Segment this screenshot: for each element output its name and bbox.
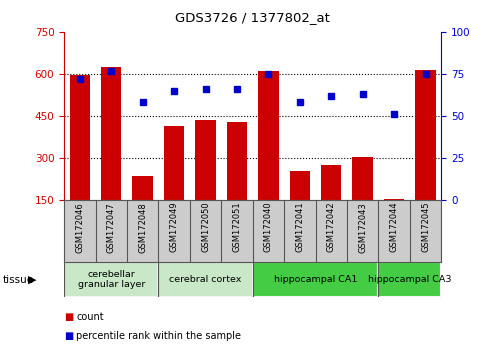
Text: cerebral cortex: cerebral cortex [169,275,242,284]
Text: GSM172051: GSM172051 [232,202,242,252]
Bar [70,75,90,242]
Bar [321,165,342,242]
Bar [101,67,121,242]
Text: GSM172045: GSM172045 [421,202,430,252]
Bar [415,70,436,242]
Text: percentile rank within the sample: percentile rank within the sample [76,331,242,341]
Text: hippocampal CA3: hippocampal CA3 [368,275,452,284]
Bar [133,176,153,242]
Bar [64,262,158,297]
Text: tissue: tissue [2,275,34,285]
Bar [158,262,252,297]
Bar [64,262,158,297]
Text: GSM172046: GSM172046 [75,202,84,253]
Bar [352,156,373,242]
Text: ■: ■ [65,312,73,322]
Bar [289,171,310,242]
Text: GSM172048: GSM172048 [138,202,147,253]
Text: GDS3726 / 1377802_at: GDS3726 / 1377802_at [175,11,330,24]
Bar [258,71,279,242]
Text: GSM172042: GSM172042 [327,202,336,252]
Bar [252,262,378,297]
Bar [227,121,247,242]
Text: GSM172044: GSM172044 [389,202,399,252]
Text: ■: ■ [65,331,73,341]
Text: ▶: ▶ [28,275,36,285]
Bar [384,199,404,242]
Bar [252,262,378,297]
Bar [378,262,441,297]
Bar [195,120,216,242]
Text: GSM172043: GSM172043 [358,202,367,253]
Text: GSM172040: GSM172040 [264,202,273,252]
Text: GSM172050: GSM172050 [201,202,210,252]
Bar [158,262,252,297]
Text: GSM172049: GSM172049 [170,202,178,252]
Bar [164,126,184,242]
Text: count: count [76,312,104,322]
Text: hippocampal CA1: hippocampal CA1 [274,275,357,284]
Bar [378,262,441,297]
Text: GSM172047: GSM172047 [106,202,116,253]
Text: GSM172041: GSM172041 [295,202,304,252]
Text: cerebellar
granular layer: cerebellar granular layer [77,270,145,289]
